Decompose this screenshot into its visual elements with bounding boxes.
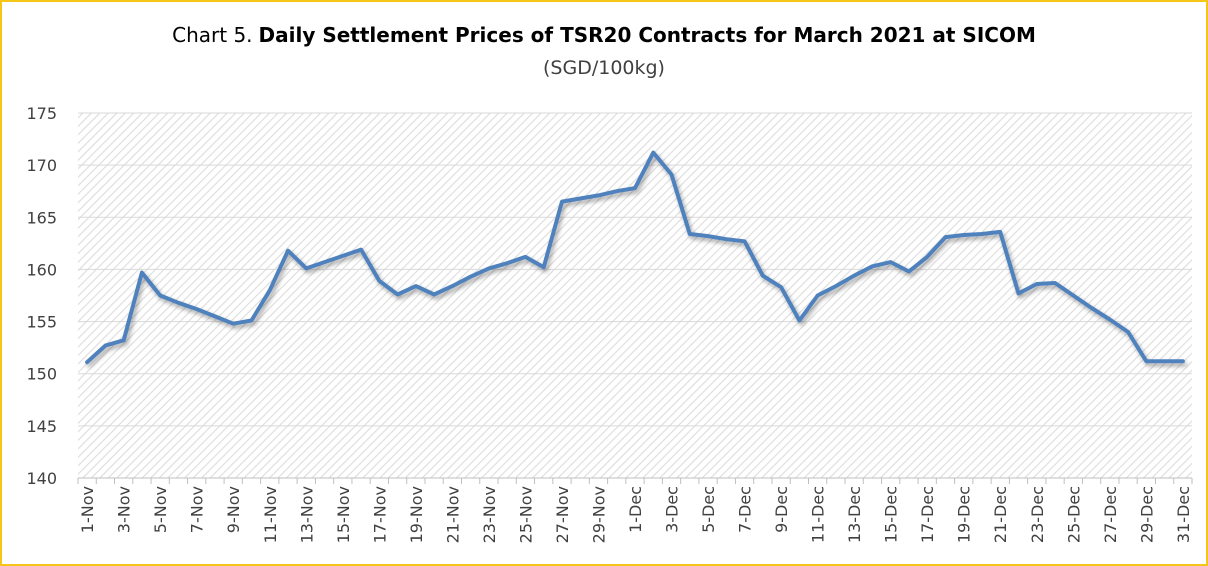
x-tick-label: 27-Nov	[553, 486, 572, 543]
y-tick-label: 140	[26, 469, 57, 488]
y-tick-label: 145	[26, 417, 57, 436]
x-tick-label: 25-Nov	[516, 486, 535, 543]
y-tick-label: 165	[26, 208, 57, 227]
x-tick-label: 29-Dec	[1137, 486, 1156, 543]
x-tick-label: 5-Dec	[699, 486, 718, 533]
x-tick-label: 11-Nov	[261, 486, 280, 543]
x-tick-label: 17-Nov	[370, 486, 389, 543]
x-tick-label: 1-Dec	[626, 486, 645, 533]
x-tick-label: 21-Nov	[443, 486, 462, 543]
plot-area	[78, 113, 1192, 478]
line-series	[85, 150, 1185, 365]
x-tick-label: 7-Dec	[736, 486, 755, 533]
x-tick-label: 9-Nov	[224, 486, 243, 533]
x-tick-label: 29-Nov	[589, 486, 608, 543]
x-tick-label: 13-Dec	[845, 486, 864, 543]
x-tick-label: 9-Dec	[772, 486, 791, 533]
x-tick-label: 3-Dec	[663, 486, 682, 533]
x-tick-label: 21-Dec	[991, 486, 1010, 543]
y-tick-label: 170	[26, 156, 57, 175]
x-tick-label: 17-Dec	[918, 486, 937, 543]
x-tick-label: 23-Dec	[1028, 486, 1047, 543]
x-tick-label: 13-Nov	[297, 486, 316, 543]
y-tick-label: 175	[26, 104, 57, 123]
x-tick-label: 7-Nov	[188, 486, 207, 533]
chart-subtitle: (SGD/100kg)	[543, 57, 665, 79]
x-tick-label: 23-Nov	[480, 486, 499, 543]
x-tick-label: 31-Dec	[1174, 486, 1193, 543]
title-main: Daily Settlement Prices of TSR20 Contrac…	[259, 23, 1036, 47]
x-tick-label: 5-Nov	[151, 486, 170, 533]
chart-title: Chart 5. Daily Settlement Prices of TSR20…	[172, 23, 1036, 47]
y-tick-label: 155	[26, 313, 57, 332]
x-tick-label: 19-Nov	[407, 486, 426, 543]
x-tick-label: 15-Nov	[334, 486, 353, 543]
x-tick-label: 25-Dec	[1064, 486, 1083, 543]
x-tick-label: 3-Nov	[115, 486, 134, 533]
x-tick-label: 19-Dec	[955, 486, 974, 543]
y-tick-label: 160	[26, 260, 57, 279]
title-prefix: Chart 5.	[172, 23, 252, 47]
x-tick-label: 11-Dec	[809, 486, 828, 543]
y-tick-label: 150	[26, 365, 57, 384]
x-tick-label: 1-Nov	[78, 486, 97, 533]
x-tick-label: 15-Dec	[882, 486, 901, 543]
x-tick-label: 27-Dec	[1101, 486, 1120, 543]
